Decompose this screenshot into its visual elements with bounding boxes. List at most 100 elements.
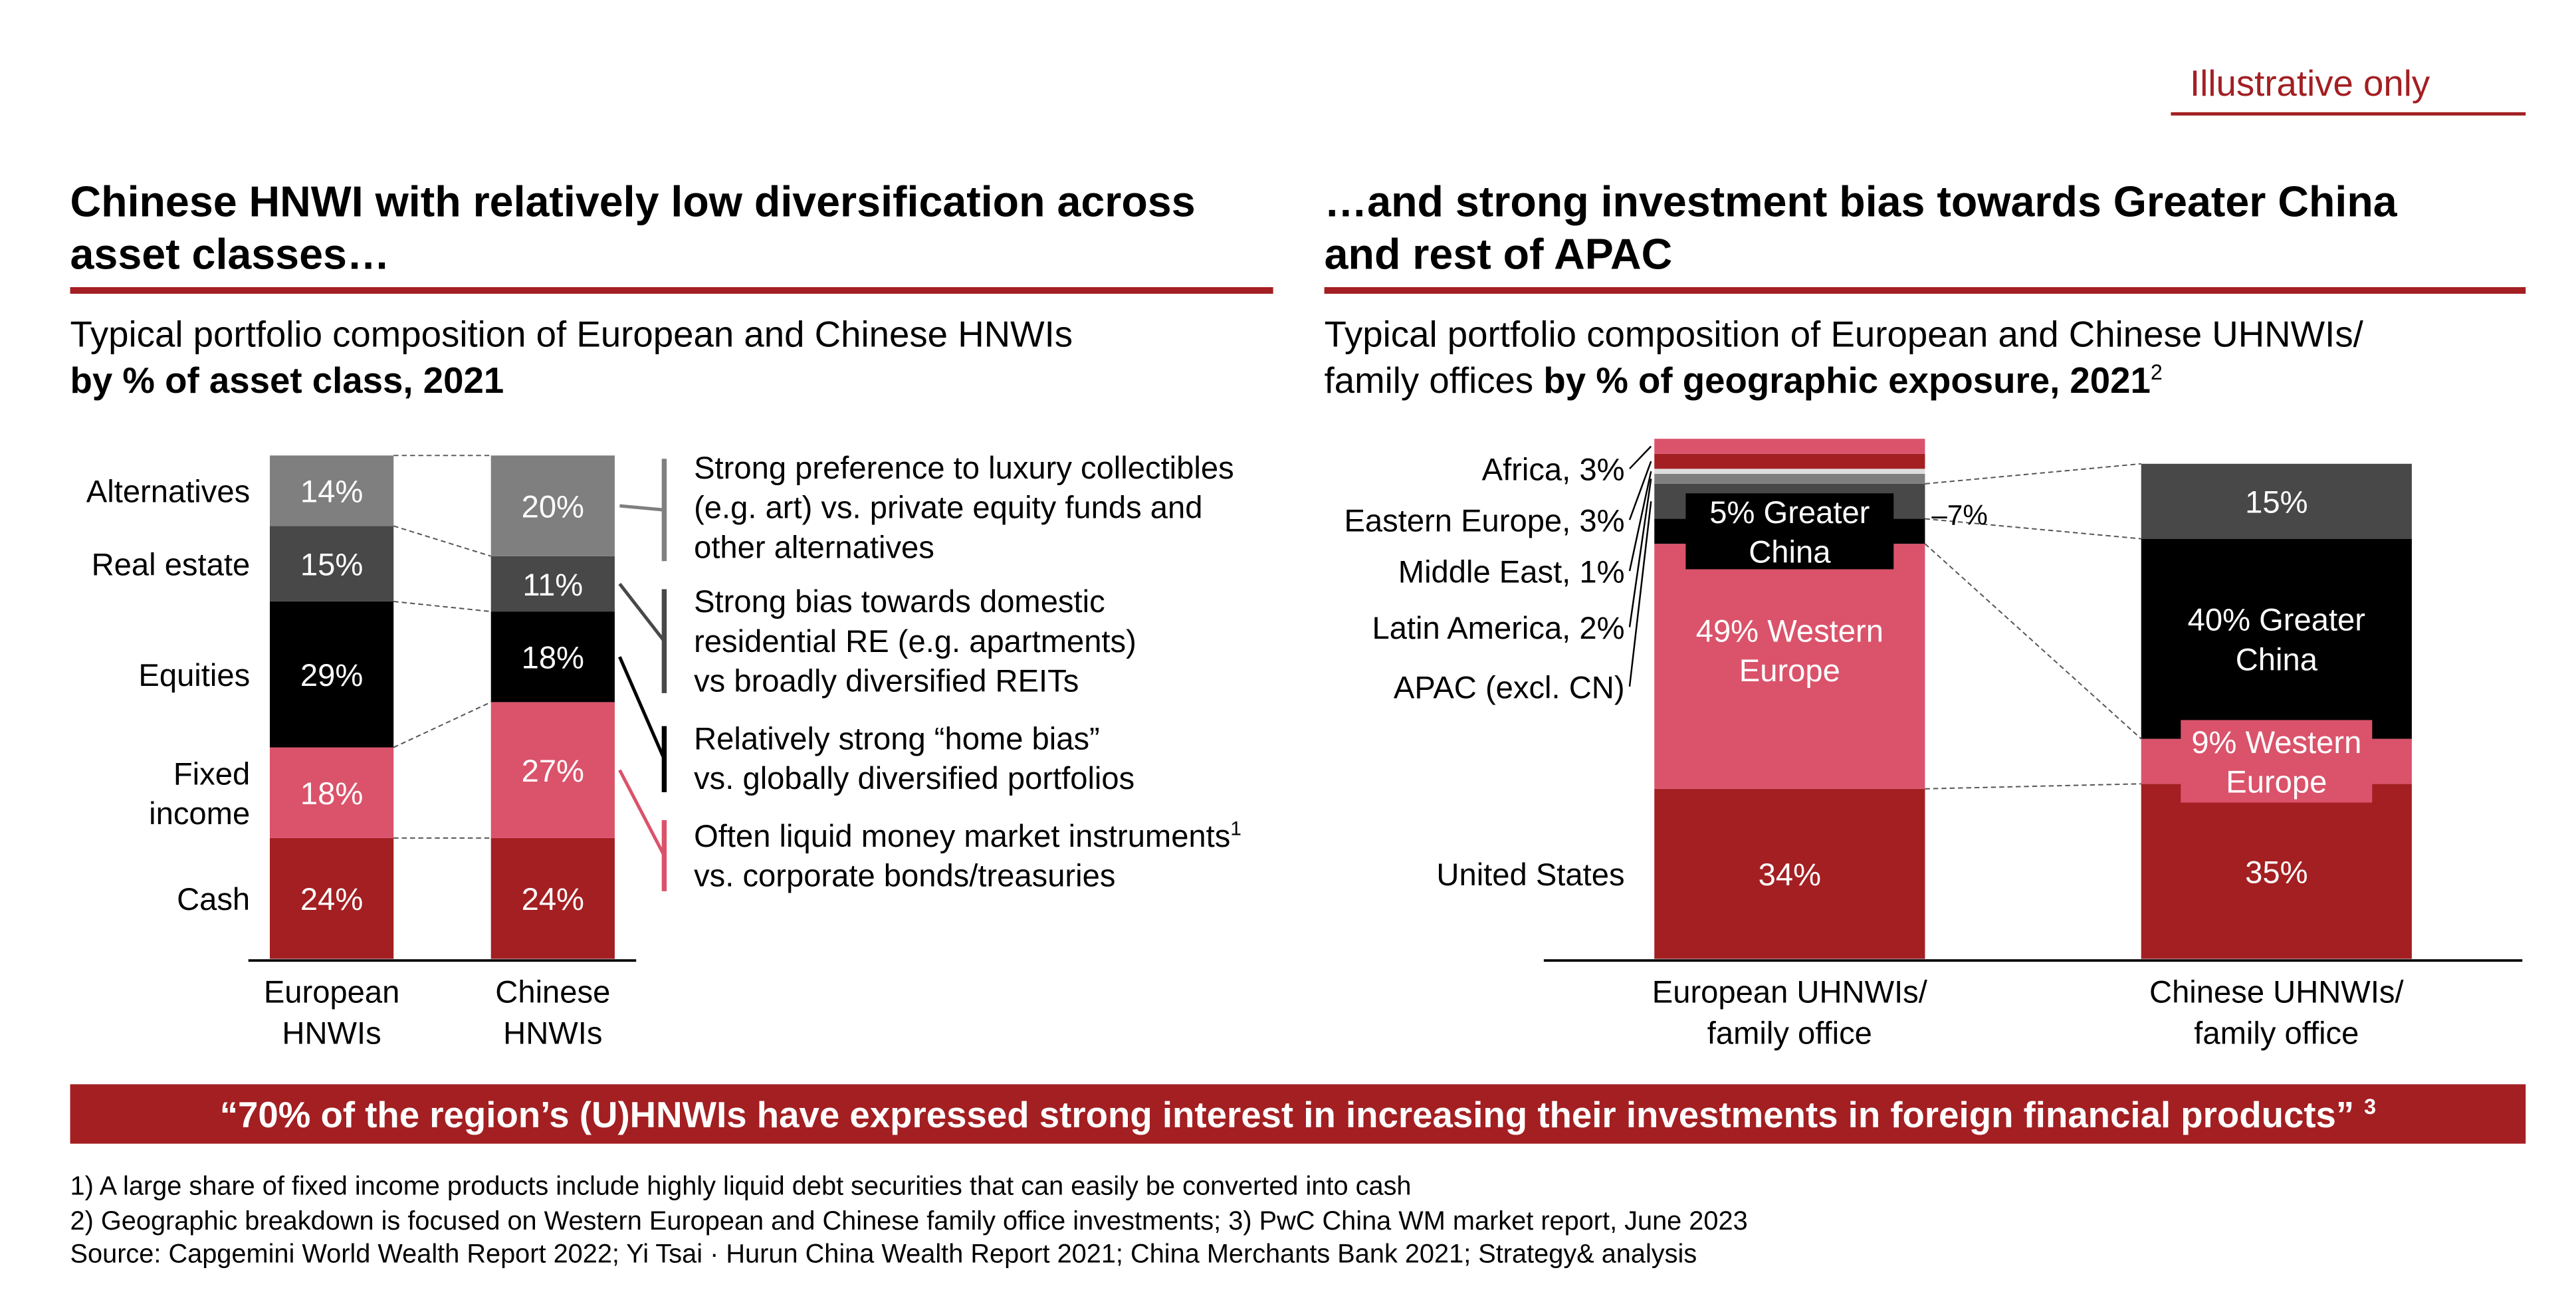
region-leader-line xyxy=(1628,501,1652,687)
right-subtitle-bold: by % of geographic exposure, 2021 xyxy=(1543,360,2150,401)
bar-value-label: 29% xyxy=(300,657,363,693)
bar-value-label: 18% xyxy=(300,776,363,811)
annotation-leader xyxy=(619,504,665,512)
bar-segment-cash xyxy=(269,837,394,959)
annotation-text: vs broadly diversified REITs xyxy=(694,663,1079,698)
x-axis-label: HNWIs xyxy=(503,1016,602,1051)
region-label: Africa, 3% xyxy=(1482,452,1625,487)
annotation-text: Strong bias towards domestic xyxy=(694,584,1105,619)
connector-line xyxy=(1925,783,2141,790)
annotation-leader xyxy=(618,656,666,760)
bar-value-label: Europe xyxy=(2226,764,2327,800)
bar-segment-alternatives xyxy=(490,455,615,556)
bar-value-label: 5% Greater xyxy=(1709,494,1870,530)
bar-value-label: 15% xyxy=(2245,485,2308,520)
annotation-text: Often liquid money market instruments1 xyxy=(694,818,1241,853)
bar-value-label: 34% xyxy=(1759,857,1821,892)
left-subtitle-line2: by % of asset class, 2021 xyxy=(70,360,504,401)
x-axis-label: European UHNWIs/ xyxy=(1652,974,1928,1009)
left-title-rule xyxy=(70,287,1273,294)
illustrative-tag: Illustrative only xyxy=(2190,63,2430,104)
quote-banner xyxy=(70,1084,2526,1144)
bar-value-label: 49% Western xyxy=(1696,613,1883,648)
connector-line xyxy=(1925,463,2141,485)
category-label: Alternatives xyxy=(86,474,250,509)
footnote-ref-2: 2 xyxy=(2151,360,2163,384)
connector-line xyxy=(393,525,491,557)
region-leader-line xyxy=(1628,471,1652,572)
bar-segment-fixed-income xyxy=(269,747,394,838)
region-leader-line xyxy=(1629,445,1652,470)
annotation-leader xyxy=(618,582,666,643)
geographic-chart: European UHNWIs/family office Chinese UHN… xyxy=(1344,439,2523,1051)
connector-line xyxy=(1925,518,2141,540)
connector-line xyxy=(393,701,492,748)
footnote-ref-3: 3 xyxy=(2364,1095,2376,1119)
bar-segment-alternatives xyxy=(269,455,394,526)
x-axis-label: HNWIs xyxy=(282,1016,381,1051)
western-europe-label-box xyxy=(2181,720,2373,803)
bar-segment-united-states xyxy=(2141,784,2412,959)
region-leader-line xyxy=(1628,479,1652,627)
bar-value-label: Europe xyxy=(1739,653,1840,688)
apac-share-label: –7% xyxy=(1931,500,1987,531)
footnote-ref-1: 1 xyxy=(1230,818,1241,839)
bar-segment-equities xyxy=(490,611,615,703)
region-label: United States xyxy=(1436,857,1624,892)
tag-underline xyxy=(2171,112,2526,116)
right-title-rule xyxy=(1324,287,2526,294)
category-label: Equities xyxy=(138,657,250,693)
category-label: Real estate xyxy=(92,547,251,582)
region-label: Eastern Europe, 3% xyxy=(1344,503,1624,538)
region-label: APAC (excl. CN) xyxy=(1394,669,1625,705)
bar-value-label: 24% xyxy=(522,881,584,917)
x-axis-label: Chinese UHNWIs/ xyxy=(2149,974,2404,1009)
bar-segment-western-europe xyxy=(1654,544,1925,789)
annotation-text: (e.g. art) vs. private equity funds and xyxy=(694,490,1202,525)
right-subtitle-line1: Typical portfolio composition of Europea… xyxy=(1325,314,2364,354)
x-axis-label: family office xyxy=(2194,1016,2359,1051)
bar-segment-africa- xyxy=(1654,439,1925,454)
category-label: Fixed xyxy=(173,756,250,791)
bar-value-label: China xyxy=(1749,534,1831,570)
asset-class-chart: 24% 18% 29% 15% 14% European HNWIs 24% 27% 18% 11%… xyxy=(86,455,637,1051)
right-subtitle-plain: family offices xyxy=(1325,360,1544,401)
category-label: income xyxy=(149,796,250,831)
bar-segment-real-estate xyxy=(490,556,615,612)
region-leader-line xyxy=(1628,461,1652,520)
bar-segment-greater-china xyxy=(2141,538,2412,739)
bar-value-label: 35% xyxy=(2245,854,2308,889)
footnote-1: 1) A large share of fixed income product… xyxy=(70,1172,1412,1201)
quote-text: “70% of the region’s (U)HNWIs have expre… xyxy=(220,1095,2355,1135)
bar-value-label: 27% xyxy=(522,753,584,788)
x-axis-label: family office xyxy=(1707,1016,1872,1051)
bar-value-label: 24% xyxy=(300,881,363,917)
source-note: Source: Capgemini World Wealth Report 20… xyxy=(70,1240,1697,1269)
bar-value-label: 11% xyxy=(522,567,583,602)
bar-value-label: 14% xyxy=(300,474,363,509)
right-title-line2: and rest of APAC xyxy=(1325,231,1673,278)
x-axis-label: Chinese xyxy=(495,974,610,1009)
annotation-text: Strong preference to luxury collectibles xyxy=(694,450,1234,485)
region-label: Latin America, 2% xyxy=(1372,610,1624,645)
annotation-text: vs. globally diversified portfolios xyxy=(694,760,1134,796)
bar-segment-cash xyxy=(490,837,615,959)
bar-value-label: 15% xyxy=(300,547,363,582)
annotation-text: Relatively strong “home bias” xyxy=(694,720,1100,756)
footnote-2: 2) Geographic breakdown is focused on We… xyxy=(70,1206,1748,1236)
bar-value-label: China xyxy=(2236,641,2318,677)
bar-segment-apac-excl-cn- xyxy=(2141,463,2412,539)
bar-segment-eastern-europe- xyxy=(1654,453,1925,469)
left-subtitle-line1: Typical portfolio composition of Europea… xyxy=(70,314,1073,354)
connector-line xyxy=(393,600,491,613)
x-axis-label: European xyxy=(264,974,400,1009)
bar-value-label: 20% xyxy=(522,489,584,524)
annotation-leader xyxy=(618,769,666,857)
bar-segment-real-estate xyxy=(269,526,394,601)
category-label: Cash xyxy=(177,881,250,917)
asset-class-annotations: Strong preference to luxury collectibles… xyxy=(618,450,1241,893)
bar-segment-middle-east- xyxy=(1654,469,1925,474)
left-title-line2: asset classes… xyxy=(70,231,390,278)
region-label: Middle East, 1% xyxy=(1398,554,1625,590)
